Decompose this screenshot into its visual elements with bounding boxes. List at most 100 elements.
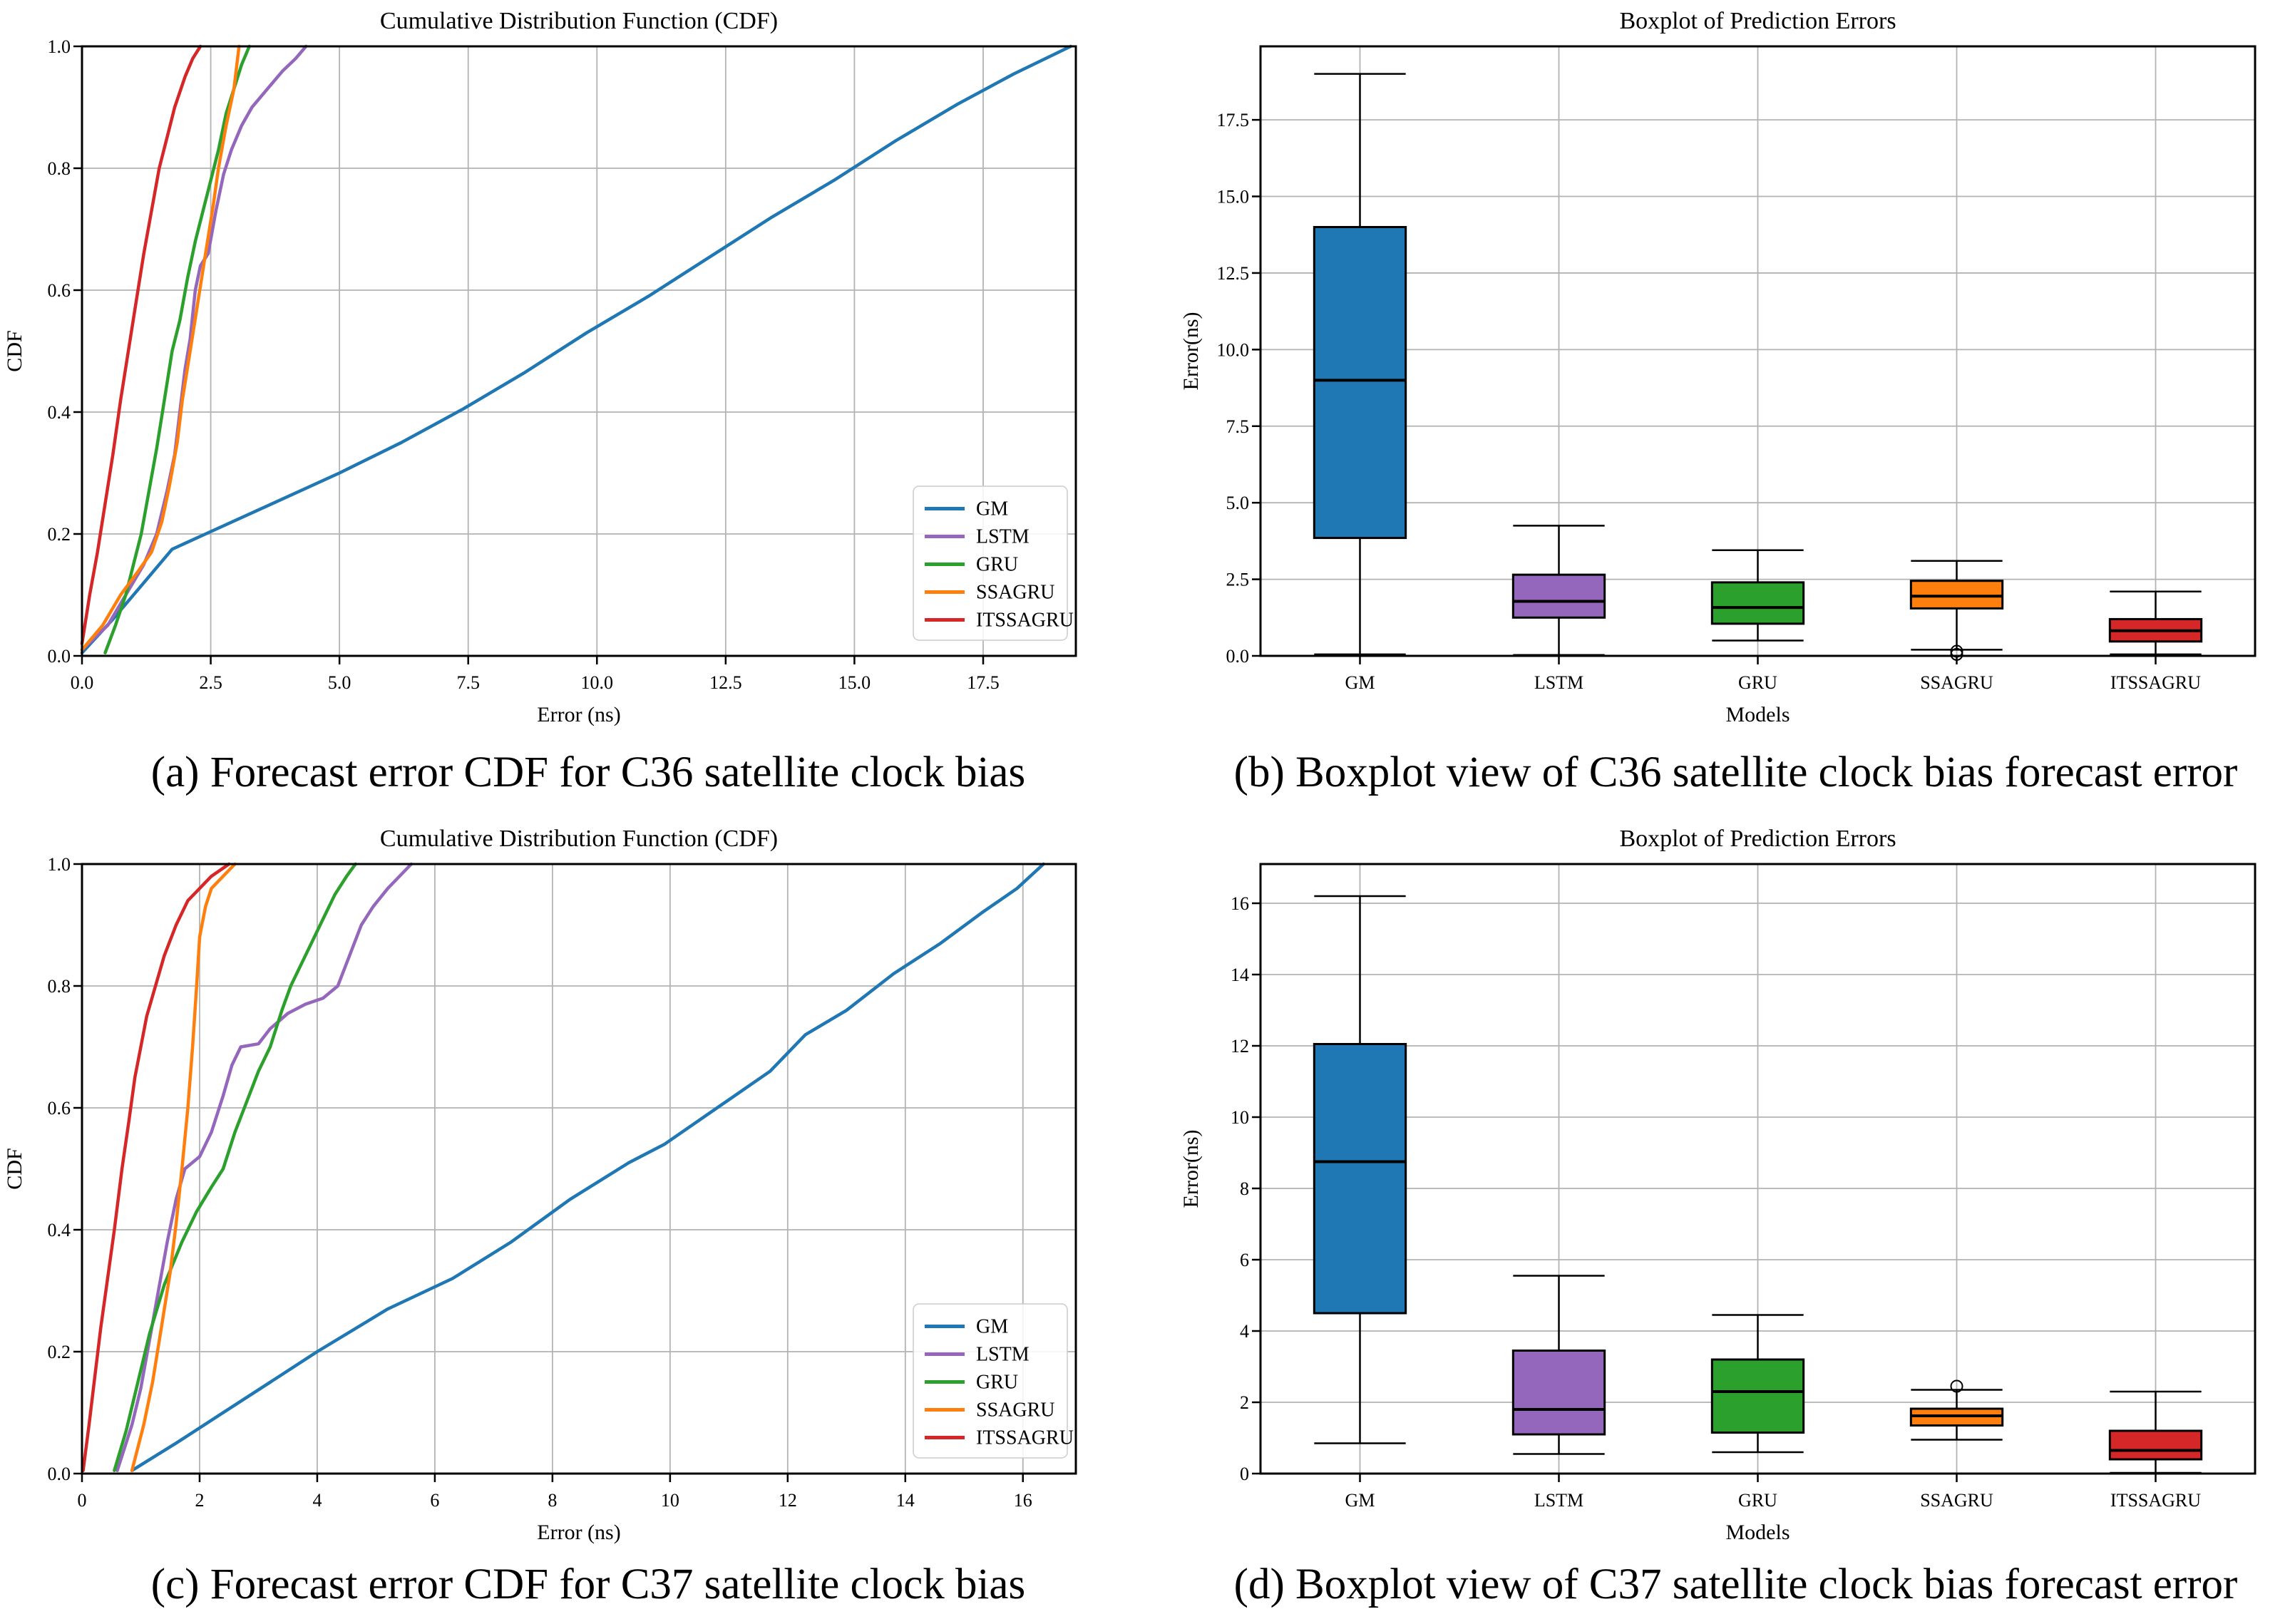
x-tick-label: ITSSAGRU	[2110, 1490, 2201, 1511]
x-tick-label: 15.0	[838, 672, 871, 693]
x-tick-label: 8	[548, 1490, 557, 1511]
x-tick-label: 2.5	[199, 672, 222, 693]
boxplot-c37: GM LSTM GRU SSAGRU ITSSAGRU 0 2 4 6 8 10 12 14 16 Boxp…	[1179, 826, 2257, 1544]
box-GM	[1313, 895, 1407, 1444]
chart-title: Cumulative Distribution Function (CDF)	[380, 826, 778, 852]
boxes	[1313, 895, 2203, 1474]
x-tick-label: LSTM	[1534, 1490, 1583, 1511]
y-tick-label: 0.8	[48, 976, 71, 997]
tick-marks	[1252, 118, 2157, 664]
legend-label-GM: GM	[976, 498, 1008, 520]
cdf-curve-GM	[80, 44, 1073, 654]
tick-labels: 0 2 4 6 8 10 12 14 16 0.0 0.2 0.4 0.6 0.8 1.0	[48, 854, 1032, 1511]
x-tick-label: ITSSAGRU	[2110, 672, 2201, 693]
y-axis-label: CDF	[3, 330, 26, 371]
y-tick-label: 10.0	[1217, 339, 1250, 360]
y-tick-label: 14	[1231, 965, 1249, 985]
panel-d: GM LSTM GRU SSAGRU ITSSAGRU 0 2 4 6 8 10 12 14 16 Boxp…	[1176, 818, 2295, 1624]
legend-label-ITSSAGRU: ITSSAGRU	[976, 610, 1074, 632]
cdf-curve-GM	[130, 862, 1045, 1472]
y-tick-label: 4	[1240, 1321, 1249, 1342]
x-tick-label: 4	[312, 1490, 322, 1511]
outlier-SSAGRU	[1950, 1379, 1963, 1393]
panel-a: 0.0 2.5 5.0 7.5 10.0 12.5 15.0 17.5 0.0 0.2 0.4 0.6…	[0, 0, 1176, 818]
cdf-series	[80, 44, 1073, 654]
x-tick-label: GRU	[1738, 1490, 1777, 1511]
caption-d: (d) Boxplot view of C37 satellite clock …	[1233, 1560, 2238, 1608]
x-tick-label: 7.5	[456, 672, 480, 693]
y-tick-label: 0.2	[48, 524, 71, 545]
box-LSTM	[1511, 525, 1606, 656]
box-GRU	[1710, 549, 1805, 642]
boxes	[1313, 73, 2203, 661]
chart-title: Cumulative Distribution Function (CDF)	[380, 8, 778, 34]
panel-b: GM LSTM GRU SSAGRU ITSSAGRU 0.0 2.5 5.0 7.5 10.0 1…	[1176, 0, 2295, 818]
y-tick-label: 12.5	[1217, 263, 1250, 284]
x-tick-label: SSAGRU	[1920, 1490, 1993, 1511]
caption-a: (a) Forecast error CDF for C36 satellite…	[150, 748, 1026, 796]
cdf-curve-ITSSAGRU	[80, 44, 202, 646]
x-tick-label: 12	[779, 1490, 797, 1511]
x-tick-label: 10	[661, 1490, 679, 1511]
y-tick-label: 0.6	[48, 280, 71, 301]
tick-labels: GM LSTM GRU SSAGRU ITSSAGRU 0.0 2.5 5.0 7.5 10.0 1…	[1217, 110, 2202, 693]
cdf-curve-GRU	[103, 44, 251, 654]
x-axis-label: Error (ns)	[537, 1521, 620, 1544]
cdf-curve-ITSSAGRU	[81, 862, 231, 1472]
box-SSAGRU	[1909, 560, 2004, 661]
chart-title: Boxplot of Prediction Errors	[1619, 8, 1896, 34]
y-tick-label: 0.4	[48, 402, 71, 423]
y-tick-label: 0.2	[48, 1342, 71, 1362]
cdf-curve-LSTM	[80, 44, 308, 652]
x-tick-label: 6	[430, 1490, 439, 1511]
cdf-series	[81, 862, 1045, 1472]
legend-label-SSAGRU: SSAGRU	[976, 582, 1054, 604]
legend-label-GM: GM	[976, 1316, 1008, 1338]
x-axis-label: Models	[1726, 703, 1790, 726]
y-tick-label: 8	[1240, 1178, 1249, 1199]
x-tick-label: 0	[78, 1490, 87, 1511]
tick-labels: 0.0 2.5 5.0 7.5 10.0 12.5 15.0 17.5 0.0 0.2 0.4 0.6…	[48, 36, 1000, 693]
y-axis-label: CDF	[3, 1148, 26, 1189]
cdf-curve-GRU	[113, 862, 357, 1472]
cdf-curve-SSAGRU	[80, 44, 241, 652]
y-tick-label: 0.6	[48, 1098, 71, 1119]
y-tick-label: 6	[1240, 1250, 1249, 1270]
legend-label-LSTM: LSTM	[976, 1344, 1030, 1366]
box-GRU	[1710, 1314, 1805, 1454]
legend-label-GRU: GRU	[976, 554, 1018, 576]
y-tick-label: 15.0	[1217, 187, 1250, 207]
x-axis-label: Models	[1726, 1521, 1790, 1544]
x-tick-label: 16	[1014, 1490, 1032, 1511]
x-tick-label: 0.0	[71, 672, 94, 693]
y-tick-label: 2	[1240, 1392, 1249, 1413]
caption-b: (b) Boxplot view of C36 satellite clock …	[1233, 748, 2238, 796]
x-tick-label: LSTM	[1534, 672, 1583, 693]
x-tick-label: GM	[1345, 672, 1375, 693]
legend-label-GRU: GRU	[976, 1372, 1018, 1394]
x-tick-label: GRU	[1738, 672, 1777, 693]
box-ITSSAGRU	[2108, 1390, 2203, 1474]
tick-labels: GM LSTM GRU SSAGRU ITSSAGRU 0 2 4 6 8 10 12 14 16	[1231, 893, 2201, 1511]
y-tick-label: 17.5	[1217, 110, 1250, 130]
y-tick-label: 12	[1231, 1036, 1249, 1057]
tick-marks	[73, 45, 985, 664]
panel-c: 0 2 4 6 8 10 12 14 16 0.0 0.2 0.4 0.6 0.8 1.0 Cumulativ…	[0, 818, 1176, 1624]
cdf-curve-SSAGRU	[130, 862, 237, 1472]
x-axis-label: Error (ns)	[537, 703, 620, 726]
x-tick-label: SSAGRU	[1920, 672, 1993, 693]
x-tick-label: GM	[1345, 1490, 1375, 1511]
box-GM	[1313, 73, 1407, 656]
cdf-curve-LSTM	[115, 862, 414, 1472]
y-tick-label: 16	[1231, 893, 1249, 914]
y-tick-label: 2.5	[1226, 570, 1250, 590]
y-tick-label: 0	[1240, 1464, 1249, 1484]
tick-marks	[73, 863, 1025, 1482]
legend: GM LSTM GRU SSAGRU ITSSAGRU	[913, 1303, 1074, 1459]
tick-marks	[1252, 902, 2157, 1482]
y-axis-label: Error(ns)	[1179, 1130, 1203, 1208]
y-tick-label: 0.4	[48, 1220, 71, 1240]
legend: GM LSTM GRU SSAGRU ITSSAGRU	[913, 485, 1074, 641]
y-tick-label: 7.5	[1226, 416, 1250, 437]
